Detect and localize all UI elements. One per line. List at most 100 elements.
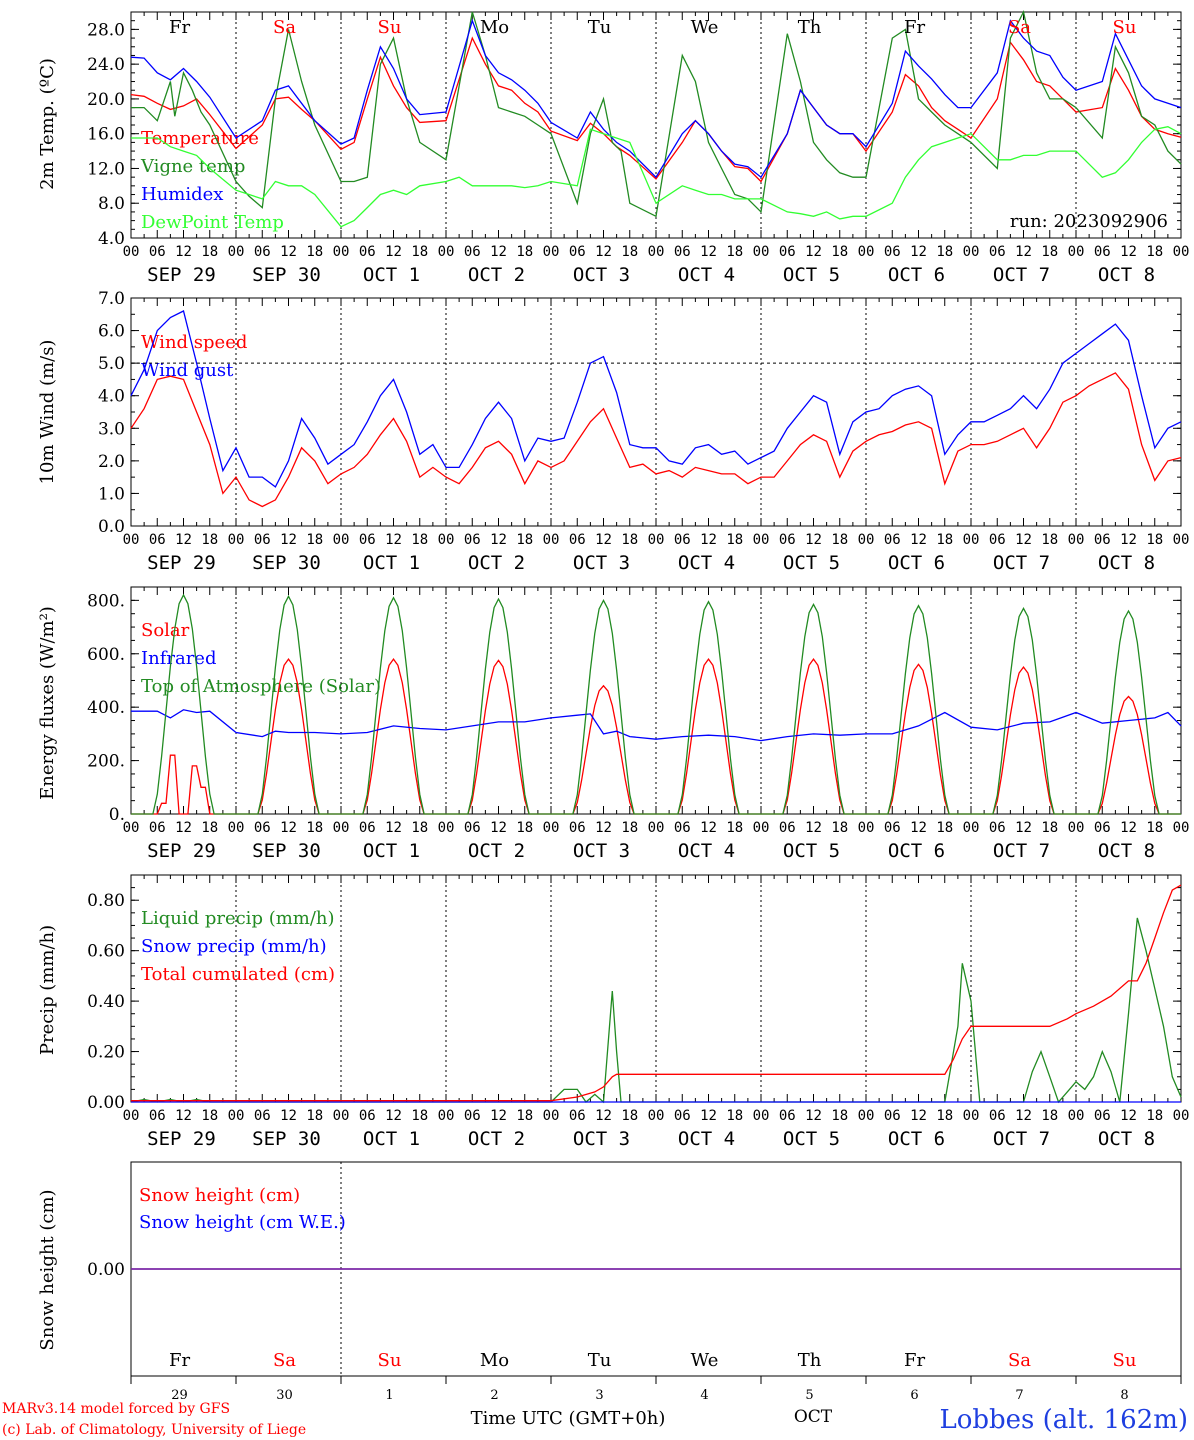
hour-label: 18 (1146, 820, 1163, 836)
top-day-label: Su (378, 17, 402, 38)
hour-label: 12 (1120, 1108, 1137, 1124)
day-number: 7 (1015, 1388, 1023, 1403)
hour-label: 06 (674, 532, 691, 548)
top-day-label: Tu (588, 17, 612, 38)
date-label: OCT 6 (888, 264, 945, 286)
date-label: OCT 3 (573, 552, 630, 574)
hour-label: 00 (333, 244, 350, 260)
day-number: 4 (700, 1388, 708, 1403)
hour-label: 00 (1173, 244, 1190, 260)
date-label: OCT 7 (993, 1128, 1050, 1150)
hour-label: 18 (1041, 532, 1058, 548)
hour-label: 12 (385, 1108, 402, 1124)
hour-label: 00 (543, 244, 560, 260)
date-label: SEP 29 (147, 264, 216, 286)
hour-label: 06 (149, 820, 166, 836)
date-label: OCT 8 (1098, 1128, 1155, 1150)
hour-label: 06 (884, 1108, 901, 1124)
legend-snow-height-we: Snow height (cm W.E.) (139, 1212, 346, 1233)
hour-label: 06 (884, 532, 901, 548)
hour-label: 06 (464, 244, 481, 260)
hour-label: 06 (989, 532, 1006, 548)
y-tick-label: 28.0 (87, 20, 125, 40)
y-tick-label: 20.0 (87, 90, 125, 110)
legend-infrared: Infrared (141, 648, 216, 669)
hour-label: 12 (1120, 244, 1137, 260)
date-label: OCT 5 (783, 840, 840, 862)
hour-label: 12 (700, 1108, 717, 1124)
hour-label: 18 (1041, 244, 1058, 260)
series-line-wind-speed (130, 372, 1182, 508)
hour-label: 06 (1094, 1108, 1111, 1124)
y-tick-label: 8.0 (98, 194, 125, 214)
hour-label: 00 (858, 1108, 875, 1124)
hour-label: 00 (1173, 1108, 1190, 1124)
hour-label: 06 (149, 532, 166, 548)
hour-label: 18 (831, 532, 848, 548)
hour-label: 12 (175, 1108, 192, 1124)
hour-label: 00 (438, 1108, 455, 1124)
hour-label: 00 (228, 820, 245, 836)
y-tick-label: 4.0 (98, 387, 125, 407)
date-label: SEP 30 (252, 552, 321, 574)
series-line-vigne-temp (131, 10, 1182, 218)
date-label: OCT 7 (993, 840, 1050, 862)
hour-label: 06 (884, 244, 901, 260)
hour-label: 12 (280, 820, 297, 836)
panel-frame (130, 297, 1182, 527)
hour-label: 06 (254, 532, 271, 548)
hour-label: 06 (989, 1108, 1006, 1124)
hour-label: 18 (201, 820, 218, 836)
y-tick-label: 400. (87, 698, 125, 718)
hour-label: 06 (464, 532, 481, 548)
hour-label: 00 (963, 1108, 980, 1124)
hour-label: 00 (963, 532, 980, 548)
y-tick-label: 0.20 (87, 1043, 125, 1063)
legend-toa-solar: Top of Atmosphere (Solar) (141, 676, 381, 697)
hour-label: 12 (700, 820, 717, 836)
bottom-day-label: Th (798, 1350, 822, 1371)
energy-ylabel: Energy fluxes (W/m²) (37, 606, 58, 800)
legend-snow-precip: Snow precip (mm/h) (141, 936, 327, 957)
hour-label: 00 (858, 244, 875, 260)
y-tick-label: 800. (87, 591, 125, 611)
date-label: OCT 4 (678, 552, 735, 574)
hour-label: 00 (753, 532, 770, 548)
hour-label: 00 (858, 820, 875, 836)
date-label: OCT 6 (888, 1128, 945, 1150)
legend-temperature: Temperature (141, 128, 259, 149)
hour-label: 06 (569, 820, 586, 836)
hour-label: 00 (333, 1108, 350, 1124)
hour-label: 06 (989, 820, 1006, 836)
bottom-day-label: Su (1113, 1350, 1137, 1371)
y-tick-label: 0.0 (98, 517, 125, 537)
hour-label: 12 (595, 1108, 612, 1124)
series-line-temperature (130, 36, 1182, 183)
hour-label: 06 (779, 244, 796, 260)
hour-label: 18 (516, 244, 533, 260)
hour-label: 18 (831, 244, 848, 260)
hour-label: 06 (569, 532, 586, 548)
hour-label: 00 (543, 532, 560, 548)
hour-label: 06 (359, 244, 376, 260)
hour-label: 12 (805, 244, 822, 260)
hour-label: 18 (726, 532, 743, 548)
hour-label: 18 (1041, 1108, 1058, 1124)
snow-ylabel: Snow height (cm) (37, 1189, 58, 1350)
hour-label: 12 (1120, 532, 1137, 548)
hour-label: 00 (123, 1108, 140, 1124)
date-label: OCT 4 (678, 264, 735, 286)
temp-ylabel: 2m Temp. (ºC) (37, 58, 58, 190)
hour-label: 00 (438, 820, 455, 836)
hour-label: 00 (438, 244, 455, 260)
xaxis-title: Time UTC (GMT+0h) (471, 1408, 666, 1429)
date-label: OCT 8 (1098, 264, 1155, 286)
hour-label: 12 (175, 244, 192, 260)
hour-label: 00 (1068, 1108, 1085, 1124)
hour-label: 18 (621, 532, 638, 548)
y-tick-label: 2.0 (98, 452, 125, 472)
y-tick-label: 4.0 (98, 229, 125, 249)
hour-label: 18 (411, 820, 428, 836)
